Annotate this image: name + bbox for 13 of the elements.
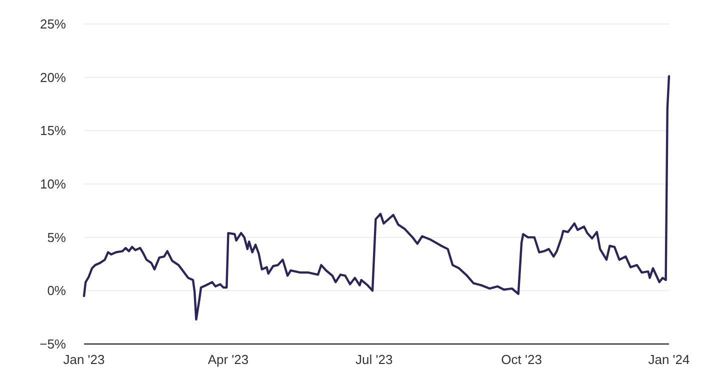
y-tick-label: 25% — [40, 16, 66, 32]
line-series — [82, 75, 670, 321]
x-tick-label: Oct '23 — [501, 352, 542, 367]
y-tick-label: 0% — [47, 283, 66, 298]
x-tick-label: Jan '24 — [648, 352, 690, 367]
y-tick-label: −5% — [40, 336, 66, 352]
y-tick-label: 20% — [40, 70, 66, 85]
y-tick-label: 5% — [47, 230, 66, 245]
x-tick-label: Apr '23 — [208, 352, 249, 367]
x-tick-label: Jul '23 — [356, 352, 393, 367]
y-tick-label: 10% — [40, 176, 66, 192]
y-tick-label: 15% — [40, 123, 66, 138]
x-tick-label: Jan '23 — [63, 352, 105, 367]
